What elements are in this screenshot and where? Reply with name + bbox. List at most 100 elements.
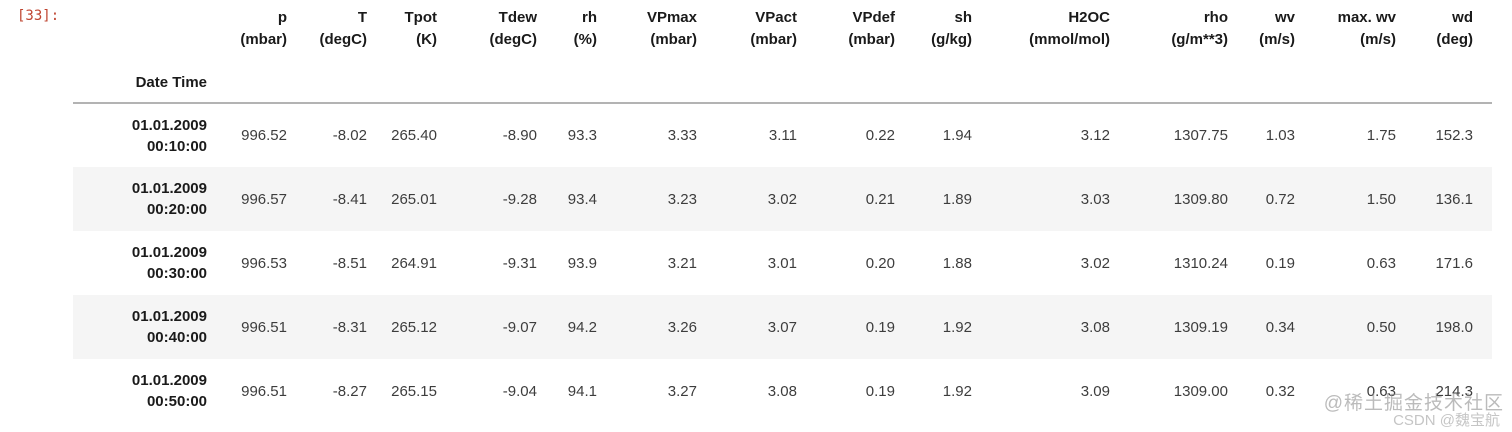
cell-value: 265.40 <box>391 127 437 144</box>
row-index-datetime: 01.01.2009 00:40:00 <box>73 295 213 359</box>
cell-value: -8.41 <box>332 190 367 208</box>
cell-value: -9.07 <box>502 318 537 336</box>
index-name-label: Date Time <box>73 62 213 104</box>
row-date: 01.01.2009 <box>131 372 207 389</box>
col-header-sh: sh (g/kg) <box>901 0 978 62</box>
cell-value: 1.92 <box>942 318 972 336</box>
cell-value: 3.23 <box>667 190 697 208</box>
row-date: 01.01.2009 <box>131 308 207 325</box>
row-index-datetime: 01.01.2009 00:10:00 <box>73 103 213 167</box>
col-unit: (mmol/mol) <box>1029 31 1110 48</box>
col-header-t: T (degC) <box>293 0 373 62</box>
cell-value: 996.51 <box>241 382 287 400</box>
table-row: 01.01.2009 00:10:00 996.52 -8.02 265.40 -8.90… <box>73 103 1492 167</box>
cell-value: 0.63 <box>1366 382 1396 400</box>
cell-value: 996.51 <box>241 318 287 336</box>
cell-value: 3.08 <box>1080 318 1110 336</box>
col-name: wv <box>1274 9 1295 26</box>
col-unit: (mbar) <box>650 31 697 48</box>
row-date: 01.01.2009 <box>131 180 207 197</box>
cell-value: 0.72 <box>1265 190 1295 208</box>
cell-value: -8.90 <box>502 127 537 144</box>
cell-value: 996.52 <box>241 127 287 144</box>
col-header-vpdef: VPdef (mbar) <box>803 0 901 62</box>
cell-value: 94.1 <box>567 382 597 400</box>
cell-value: 0.19 <box>865 318 895 336</box>
column-header-row: p (mbar) T (degC) Tpot (K) Tdew (degC) rh (%)… <box>73 0 1492 62</box>
cell-value: 1.50 <box>1366 190 1396 208</box>
cell-value: 1310.24 <box>1173 254 1228 272</box>
cell-value: 3.08 <box>767 382 797 400</box>
row-index-datetime: 01.01.2009 00:50:00 <box>73 359 213 423</box>
col-header-wd: wd (deg) <box>1402 0 1492 62</box>
cell-value: 0.32 <box>1265 382 1295 400</box>
col-header-h2oc: H2OC (mmol/mol) <box>978 0 1116 62</box>
row-index-datetime: 01.01.2009 00:30:00 <box>73 231 213 295</box>
col-name: VPact <box>755 9 797 26</box>
col-unit: (deg) <box>1436 31 1473 48</box>
cell-value: 0.50 <box>1366 318 1396 336</box>
output-prompt: [33]: <box>17 8 60 24</box>
cell-value: 3.07 <box>767 318 797 336</box>
cell-value: 94.2 <box>567 318 597 336</box>
col-name: max. wv <box>1337 9 1396 26</box>
index-name-row: Date Time <box>73 62 1492 104</box>
weather-dataframe-table: p (mbar) T (degC) Tpot (K) Tdew (degC) rh (%)… <box>73 0 1492 423</box>
col-header-tdew: Tdew (degC) <box>443 0 543 62</box>
cell-value: 3.02 <box>1080 254 1110 272</box>
cell-value: 136.1 <box>1435 190 1473 208</box>
cell-value: 1309.19 <box>1173 318 1228 336</box>
cell-value: -8.31 <box>332 318 367 336</box>
col-unit: (mbar) <box>240 31 287 48</box>
col-name: Tdew <box>498 9 537 26</box>
cell-value: 0.22 <box>865 127 895 144</box>
cell-value: 3.03 <box>1080 190 1110 208</box>
cell-value: 198.0 <box>1435 318 1473 336</box>
col-unit: (degC) <box>319 31 368 48</box>
cell-value: 214.3 <box>1435 382 1473 400</box>
col-name: p <box>277 9 287 26</box>
col-unit: (m/s) <box>1259 31 1295 48</box>
table-row: 01.01.2009 00:20:00 996.57 -8.41 265.01 -9.28… <box>73 167 1492 231</box>
cell-value: 93.4 <box>567 190 597 208</box>
cell-value: -8.27 <box>332 382 367 400</box>
cell-value: 3.09 <box>1080 382 1110 400</box>
cell-value: 3.27 <box>667 382 697 400</box>
row-time: 00:50:00 <box>146 393 207 410</box>
table-row: 01.01.2009 00:40:00 996.51 -8.31 265.12 -9.07… <box>73 295 1492 359</box>
blank-corner-cell <box>73 0 213 62</box>
col-unit: (%) <box>573 31 597 48</box>
cell-value: 265.01 <box>391 190 437 208</box>
col-header-tpot: Tpot (K) <box>373 0 443 62</box>
col-name: VPmax <box>646 9 697 26</box>
col-header-rho: rho (g/m**3) <box>1116 0 1234 62</box>
col-name: rh <box>582 9 597 26</box>
cell-value: 3.02 <box>767 190 797 208</box>
cell-value: 3.01 <box>767 254 797 272</box>
cell-value: 996.53 <box>241 254 287 272</box>
col-name: T <box>357 9 367 26</box>
cell-value: 3.26 <box>667 318 697 336</box>
row-time: 00:20:00 <box>146 201 207 218</box>
col-header-p: p (mbar) <box>213 0 293 62</box>
row-date: 01.01.2009 <box>131 116 207 134</box>
row-time: 00:10:00 <box>146 137 207 155</box>
cell-value: 1.89 <box>942 190 972 208</box>
table-row: 01.01.2009 00:30:00 996.53 -8.51 264.91 -9.31… <box>73 231 1492 295</box>
col-header-wv: wv (m/s) <box>1234 0 1301 62</box>
col-unit: (mbar) <box>750 31 797 48</box>
col-unit: (K) <box>416 31 437 48</box>
cell-value: 1307.75 <box>1173 127 1228 144</box>
cell-value: 171.6 <box>1435 254 1473 272</box>
col-header-vpmax: VPmax (mbar) <box>603 0 703 62</box>
row-index-datetime: 01.01.2009 00:20:00 <box>73 167 213 231</box>
table-body: 01.01.2009 00:10:00 996.52 -8.02 265.40 -8.90… <box>73 103 1492 423</box>
cell-value: 1.88 <box>942 254 972 272</box>
cell-value: 3.12 <box>1080 127 1110 144</box>
cell-value: -9.04 <box>502 382 537 400</box>
cell-value: 1.03 <box>1265 127 1295 144</box>
row-time: 00:30:00 <box>146 265 207 282</box>
cell-value: 1.75 <box>1366 127 1396 144</box>
cell-value: 1.92 <box>942 382 972 400</box>
